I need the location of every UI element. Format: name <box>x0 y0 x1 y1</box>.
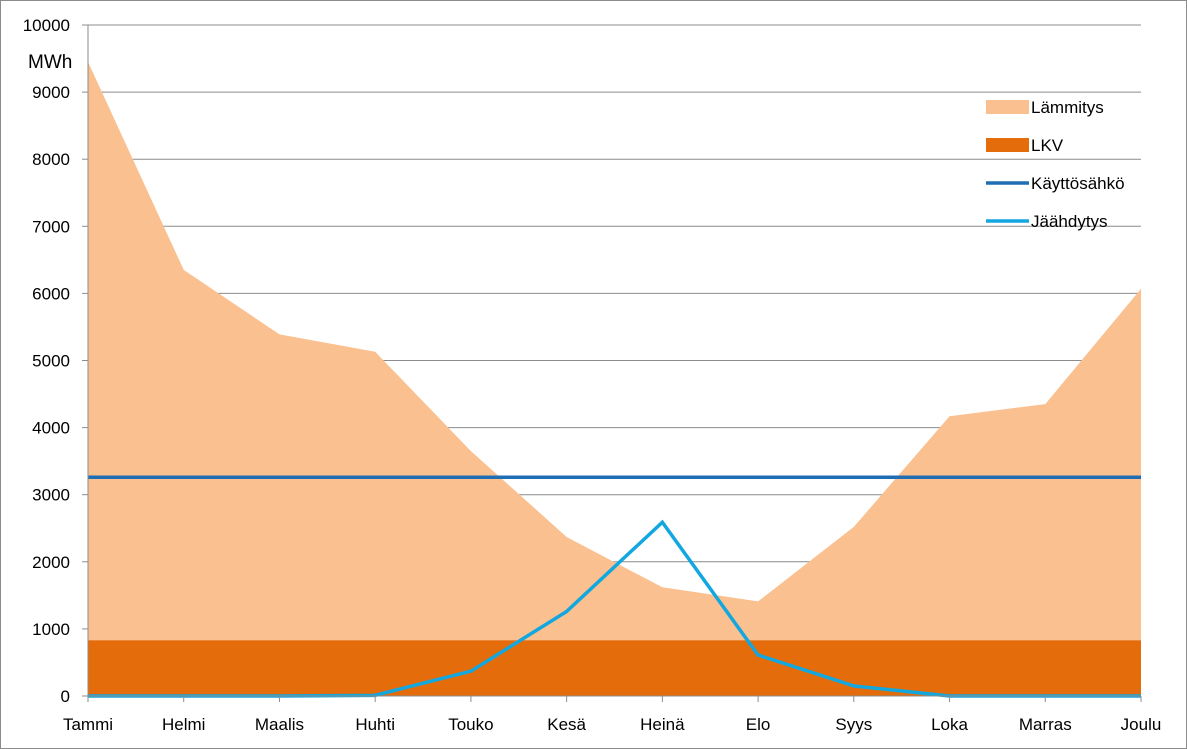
area-lammitys <box>88 61 1141 641</box>
legend-swatch-lkv <box>986 138 1029 152</box>
tick-labels: 0 1000 2000 3000 4000 5000 6000 7000 8000 9000 100… <box>23 16 1162 734</box>
y-tick-label: 6000 <box>32 284 70 303</box>
x-tick-label: Joulu <box>1121 715 1162 734</box>
x-tick-label: Kesä <box>547 715 586 734</box>
x-tick-label: Touko <box>448 715 493 734</box>
y-tick-label: 5000 <box>32 352 70 371</box>
x-tick-label: Maalis <box>255 715 304 734</box>
legend-swatch-lammitys <box>986 100 1029 114</box>
legend-label-lkv: LKV <box>1031 136 1064 155</box>
area-lkv <box>88 640 1141 696</box>
legend-label-lammitys: Lämmitys <box>1031 98 1104 117</box>
x-tick-label: Helmi <box>162 715 205 734</box>
y-tick-label: 4000 <box>32 419 70 438</box>
legend-label-jaahdytys: Jäähdytys <box>1031 212 1108 231</box>
y-tick-label: 3000 <box>32 486 70 505</box>
y-axis-unit-label: MWh <box>28 52 72 73</box>
x-tick-label: Heinä <box>640 715 685 734</box>
x-tick-label: Elo <box>746 715 771 734</box>
y-tick-label: 8000 <box>32 150 70 169</box>
y-tick-label: 1000 <box>32 620 70 639</box>
x-tick-label: Syys <box>835 715 872 734</box>
x-tick-label: Huhti <box>355 715 395 734</box>
y-tick-label: 9000 <box>32 83 70 102</box>
axes <box>82 24 1142 702</box>
legend-label-kayttosahko: Käyttösähkö <box>1031 174 1125 193</box>
y-tick-label: 0 <box>61 687 70 706</box>
x-tick-label: Loka <box>931 715 968 734</box>
area-series <box>88 61 1141 696</box>
y-tick-label: 2000 <box>32 553 70 572</box>
x-tick-label: Tammi <box>63 715 113 734</box>
y-tick-label: 10000 <box>23 16 70 35</box>
x-tick-label: Marras <box>1019 715 1072 734</box>
y-tick-label: 7000 <box>32 217 70 236</box>
legend: Lämmitys LKV Käyttösähkö Jäähdytys <box>986 98 1125 231</box>
